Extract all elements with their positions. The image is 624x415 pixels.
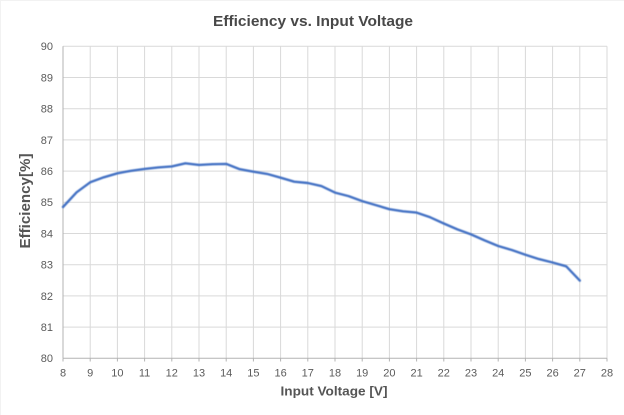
svg-text:19: 19 (356, 367, 368, 379)
svg-text:Input Voltage [V]: Input Voltage [V] (281, 384, 388, 399)
svg-text:20: 20 (383, 367, 395, 379)
svg-text:27: 27 (574, 367, 586, 379)
svg-text:17: 17 (302, 367, 314, 379)
svg-text:89: 89 (41, 72, 53, 84)
svg-text:28: 28 (601, 367, 613, 379)
svg-text:26: 26 (546, 367, 558, 379)
svg-text:Efficiency vs. Input Voltage: Efficiency vs. Input Voltage (213, 14, 413, 30)
svg-text:18: 18 (329, 367, 341, 379)
svg-text:8: 8 (60, 367, 66, 379)
svg-text:14: 14 (220, 367, 232, 379)
svg-text:21: 21 (410, 367, 422, 379)
svg-text:15: 15 (247, 367, 259, 379)
svg-text:23: 23 (465, 367, 477, 379)
svg-text:16: 16 (274, 367, 286, 379)
svg-text:81: 81 (41, 322, 53, 334)
svg-text:24: 24 (492, 367, 504, 379)
svg-text:Efficiency[%]: Efficiency[%] (17, 154, 34, 249)
svg-text:10: 10 (111, 367, 123, 379)
svg-text:90: 90 (41, 41, 53, 53)
svg-text:85: 85 (41, 197, 53, 209)
svg-text:25: 25 (519, 367, 531, 379)
svg-text:82: 82 (41, 291, 53, 303)
svg-text:88: 88 (41, 104, 53, 116)
svg-text:84: 84 (41, 228, 53, 240)
svg-text:11: 11 (139, 367, 150, 379)
svg-text:87: 87 (41, 135, 53, 147)
svg-text:86: 86 (41, 166, 53, 178)
svg-text:83: 83 (41, 260, 53, 272)
svg-text:80: 80 (41, 353, 53, 365)
svg-text:13: 13 (193, 367, 205, 379)
svg-text:22: 22 (438, 367, 450, 379)
svg-text:9: 9 (87, 367, 93, 379)
svg-text:12: 12 (166, 367, 178, 379)
